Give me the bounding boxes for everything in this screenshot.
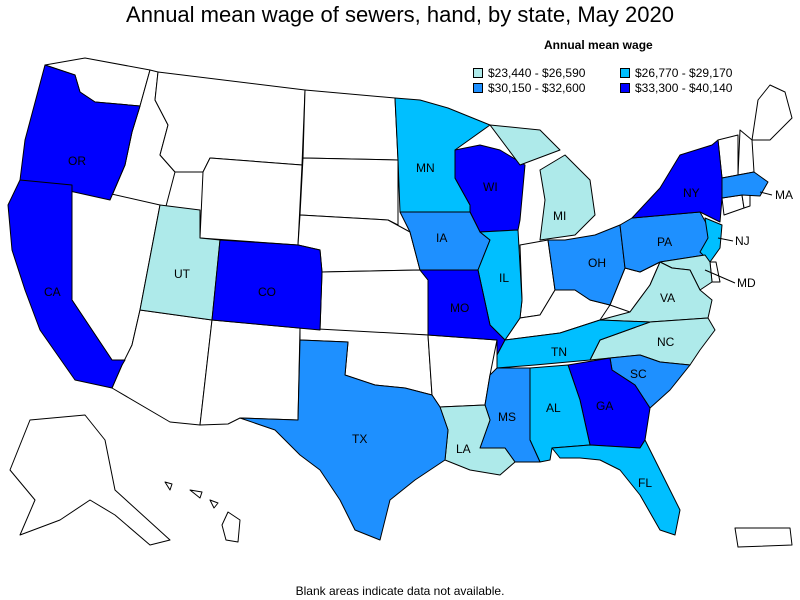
label-ma: MA bbox=[775, 188, 793, 202]
legend-swatch-2 bbox=[620, 68, 630, 78]
state-nh bbox=[737, 129, 755, 176]
legend-item-3: $30,150 - $32,600 bbox=[473, 81, 585, 95]
state-nm bbox=[199, 319, 301, 426]
label-fl: FL bbox=[638, 476, 652, 490]
label-pa: PA bbox=[657, 235, 672, 249]
leader-nj bbox=[717, 237, 734, 242]
state-tn bbox=[496, 319, 651, 369]
state-hi bbox=[164, 481, 241, 543]
state-mi bbox=[489, 124, 596, 241]
legend-label-2: $26,770 - $29,170 bbox=[635, 66, 733, 80]
map-title: Annual mean wage of sewers, hand, by sta… bbox=[126, 2, 674, 27]
footnote: Blank areas indicate data not available. bbox=[295, 584, 505, 598]
label-ia: IA bbox=[436, 231, 447, 245]
state-labels: OR CA UT CO MN WI IA IL MO MI OH PA NY M… bbox=[44, 154, 793, 490]
state-tx bbox=[239, 339, 449, 541]
state-or bbox=[19, 64, 141, 201]
data-states bbox=[7, 64, 769, 541]
label-va: VA bbox=[660, 291, 675, 305]
legend-label-3: $30,150 - $32,600 bbox=[488, 81, 586, 95]
state-ks bbox=[319, 269, 429, 336]
state-mt bbox=[154, 71, 306, 173]
state-nd bbox=[302, 89, 399, 161]
label-sc: SC bbox=[630, 367, 647, 381]
legend-item-1: $23,440 - $26,590 bbox=[473, 66, 585, 80]
legend-item-4: $33,300 - $40,140 bbox=[620, 81, 732, 95]
state-ny bbox=[631, 139, 723, 223]
legend-item-2: $26,770 - $29,170 bbox=[620, 66, 732, 80]
label-il: IL bbox=[499, 271, 509, 285]
label-la: LA bbox=[456, 442, 471, 456]
state-ak bbox=[9, 414, 171, 546]
label-md: MD bbox=[737, 276, 756, 290]
state-fl bbox=[551, 439, 681, 536]
label-nc: NC bbox=[657, 335, 675, 349]
legend-label-1: $23,440 - $26,590 bbox=[488, 66, 586, 80]
label-co: CO bbox=[258, 285, 276, 299]
label-al: AL bbox=[546, 401, 561, 415]
label-ut: UT bbox=[174, 267, 191, 281]
state-sd bbox=[299, 157, 399, 226]
label-tx: TX bbox=[352, 432, 367, 446]
state-co bbox=[211, 239, 323, 331]
leader-lines bbox=[704, 191, 773, 284]
legend-swatch-3 bbox=[473, 83, 483, 93]
state-wy bbox=[199, 157, 303, 246]
no-data-states bbox=[9, 57, 793, 548]
legend-label-4: $33,300 - $40,140 bbox=[635, 81, 733, 95]
state-oh bbox=[547, 224, 626, 306]
state-pr bbox=[734, 527, 793, 548]
label-oh: OH bbox=[588, 256, 606, 270]
label-ny: NY bbox=[683, 186, 700, 200]
label-mi: MI bbox=[553, 209, 566, 223]
label-ca: CA bbox=[44, 285, 61, 299]
leader-md bbox=[704, 269, 736, 284]
label-mo: MO bbox=[450, 301, 469, 315]
state-ri bbox=[741, 194, 751, 209]
leader-ma bbox=[759, 191, 773, 196]
label-mn: MN bbox=[416, 161, 435, 175]
state-ca bbox=[7, 179, 126, 389]
label-tn: TN bbox=[551, 345, 567, 359]
label-wi: WI bbox=[483, 180, 498, 194]
legend-swatch-1 bbox=[473, 68, 483, 78]
legend-title: Annual mean wage bbox=[544, 38, 653, 52]
label-nj: NJ bbox=[735, 234, 750, 248]
label-or: OR bbox=[68, 154, 86, 168]
state-ma bbox=[721, 171, 769, 199]
label-ga: GA bbox=[596, 399, 613, 413]
label-ms: MS bbox=[498, 410, 516, 424]
legend-swatch-4 bbox=[620, 83, 630, 93]
state-me bbox=[751, 84, 793, 141]
